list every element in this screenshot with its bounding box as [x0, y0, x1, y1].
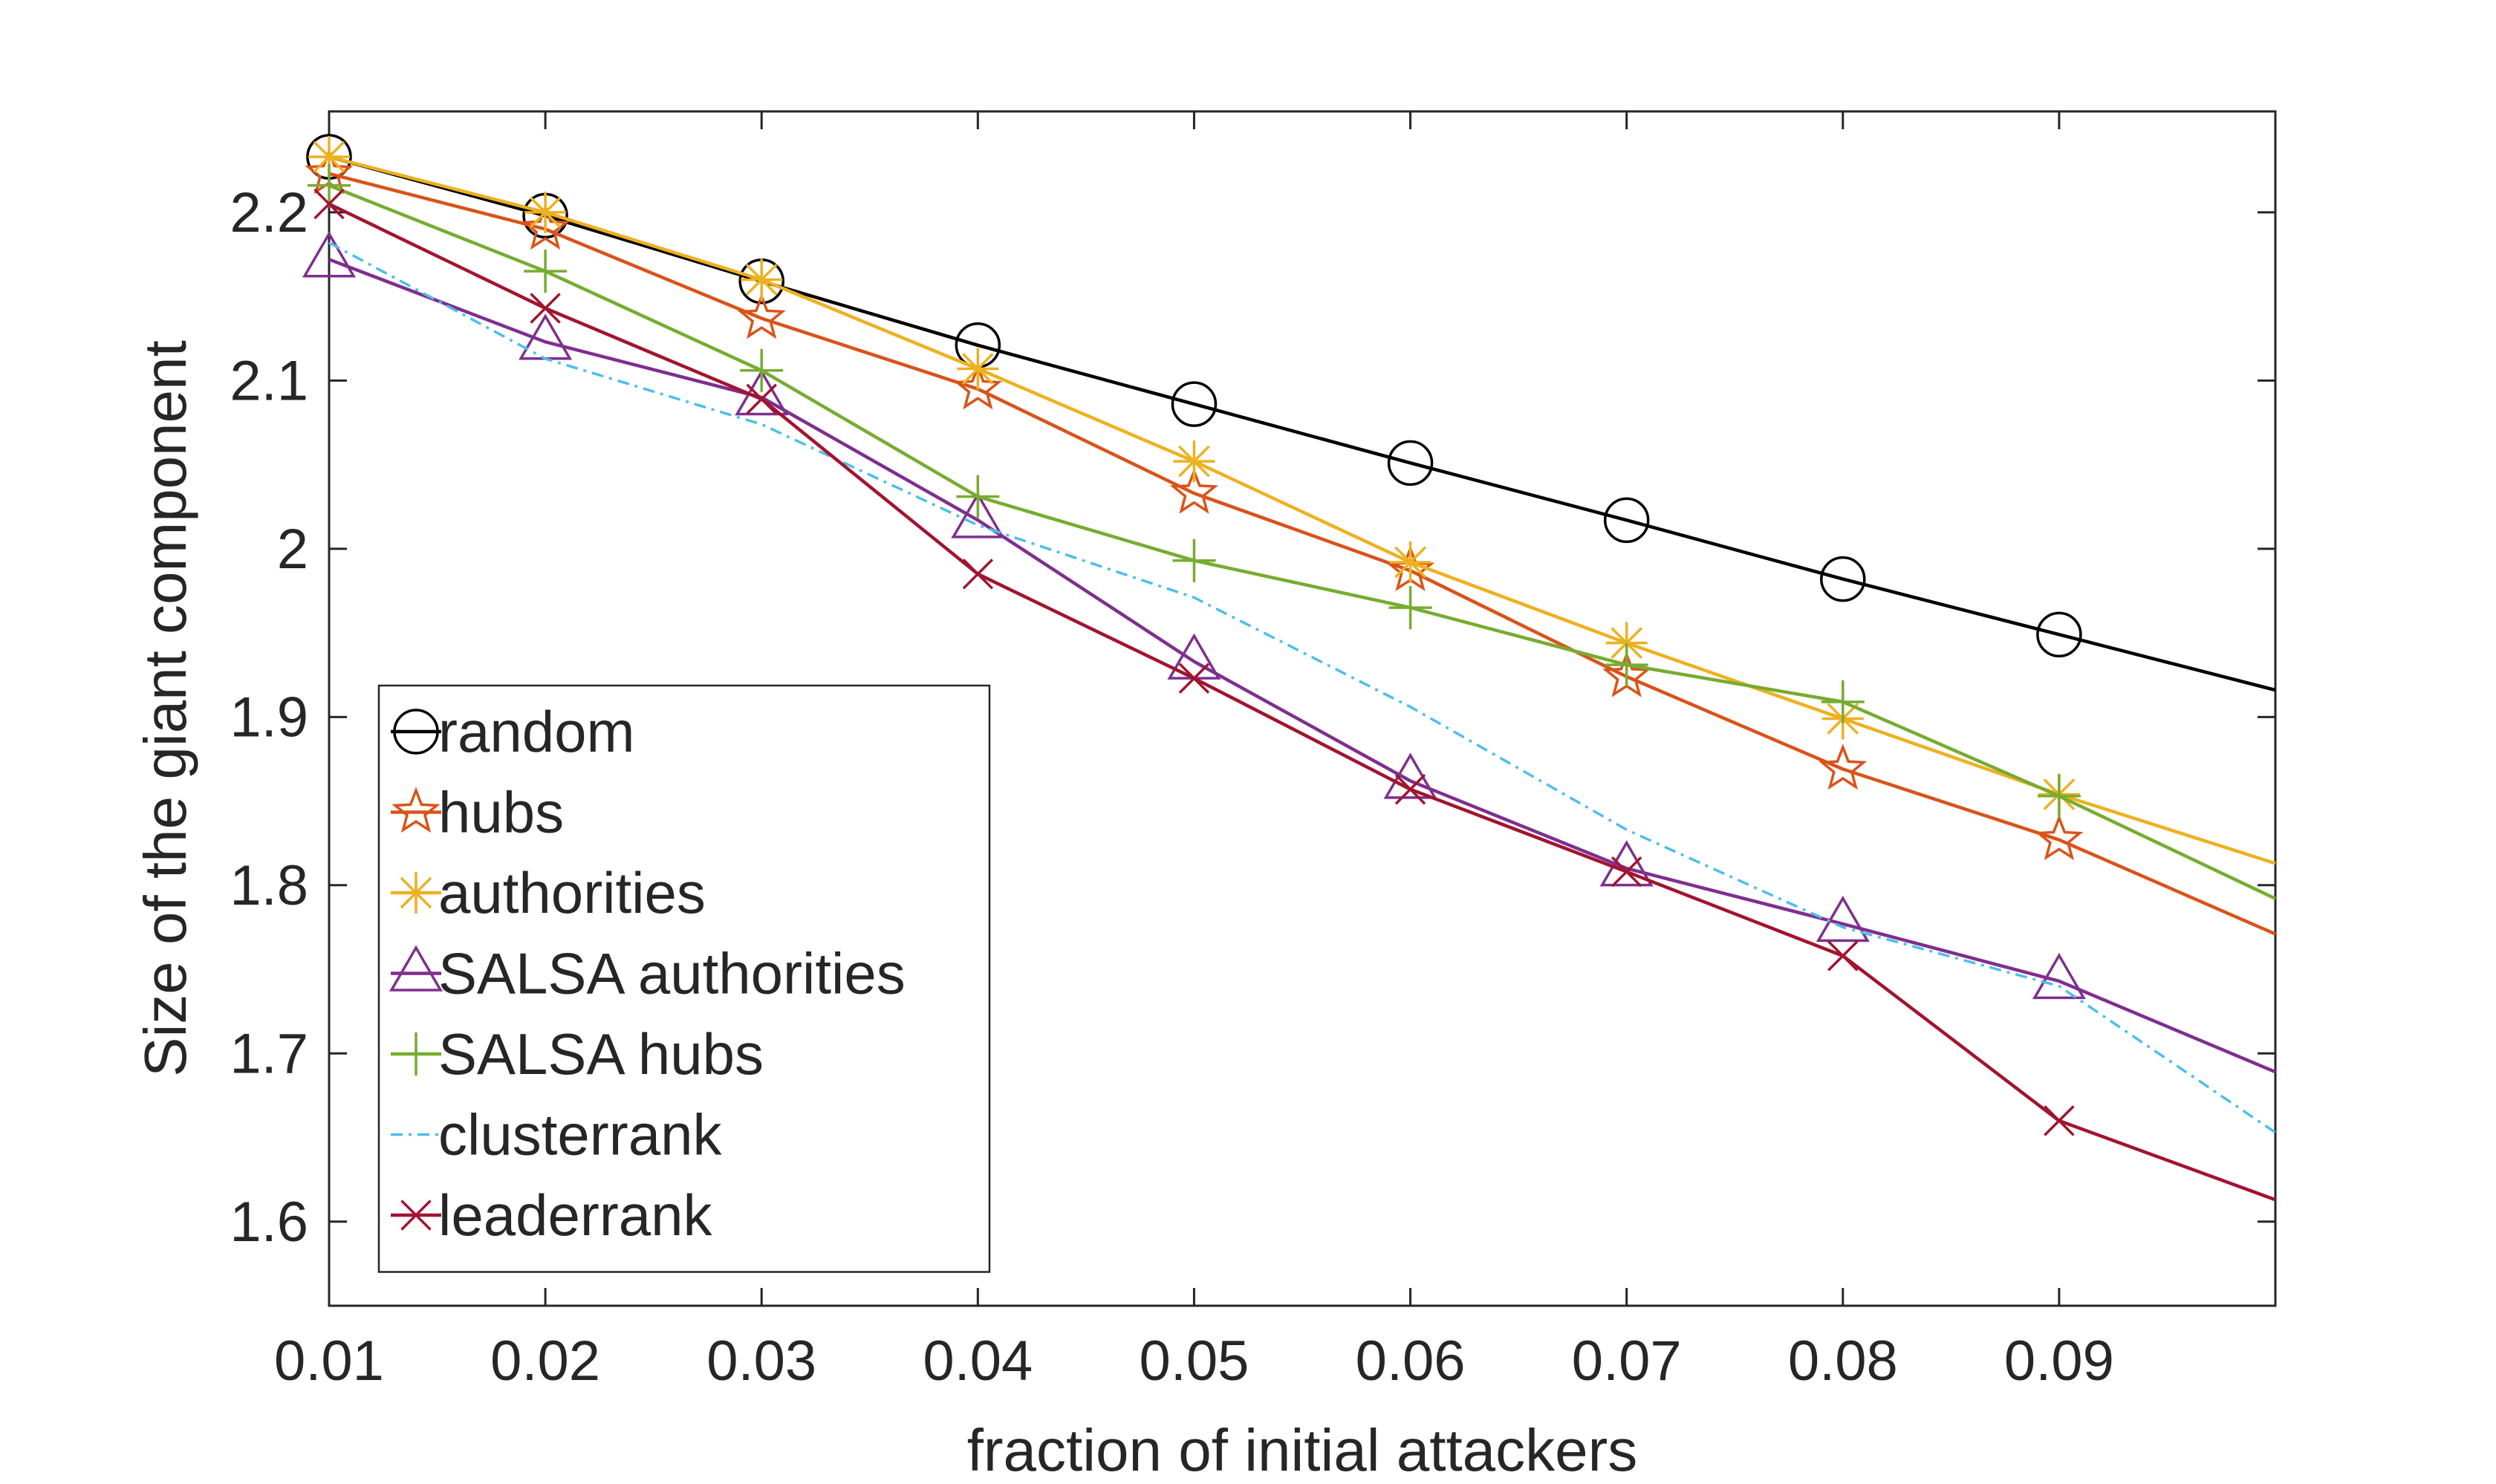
y-tick-label: 2.2: [230, 181, 308, 244]
series-line: [328, 183, 2276, 900]
series-leaderrank: [313, 188, 2276, 1202]
legend-item: authorities: [391, 860, 706, 925]
data-point: [530, 293, 561, 324]
data-point: [524, 191, 567, 233]
data-point: [302, 231, 357, 278]
data-point: [1387, 440, 1434, 486]
legend-item: random: [391, 699, 634, 764]
legend-marker: [395, 872, 437, 914]
y-tick-label: 1.7: [230, 1022, 308, 1085]
data-point: [956, 475, 1000, 518]
data-point: [2036, 611, 2082, 658]
data-point: [308, 163, 351, 207]
data-point: [1599, 840, 1654, 887]
legend-item: SALSA authorities: [389, 941, 906, 1006]
legend: random hubs authorities SALSA authorities SA…: [377, 684, 991, 1273]
axes: 0.01 0.02 0.03 0.04 0.05 0.06 0.07 0.08 0.09 1.6 1…: [230, 111, 2275, 1393]
series-salsa-hubs: [308, 163, 2276, 900]
series-clusterrank: [328, 241, 2276, 1134]
x-tick-label: 0.03: [706, 1330, 816, 1393]
x-tick-label: 0.07: [1572, 1330, 1682, 1393]
y-tick-label: 1.9: [230, 686, 308, 749]
data-point: [957, 348, 999, 390]
x-tick-label: 0.02: [490, 1330, 600, 1393]
data-point: [521, 204, 570, 250]
legend-marker: [389, 945, 443, 992]
legend-marker: [400, 1200, 432, 1231]
data-point: [1172, 538, 1216, 582]
x-tick-label: 0.04: [923, 1330, 1033, 1393]
data-point: [1611, 856, 1642, 888]
x-tick-label: 0.09: [2004, 1330, 2114, 1393]
x-tick-label: 0.05: [1139, 1330, 1249, 1393]
data-point: [746, 383, 777, 415]
x-tick-label: 0.01: [274, 1330, 384, 1393]
series-line: [328, 172, 2276, 936]
data-point: [1389, 541, 1431, 583]
data-point: [1178, 663, 1210, 694]
series-hubs: [305, 148, 2276, 936]
series-line: [328, 202, 2276, 1202]
data-point: [953, 363, 1002, 410]
data-point: [1388, 586, 1432, 630]
y-tick-label: 2: [277, 518, 308, 581]
data-point: [2035, 814, 2084, 861]
data-point: [524, 250, 568, 293]
x-tick-label: 0.08: [1788, 1330, 1898, 1393]
x-tick-label: 0.06: [1356, 1330, 1466, 1393]
data-point: [951, 492, 1005, 538]
x-axis-label: fraction of initial attackers: [967, 1417, 1638, 1483]
data-point: [1173, 440, 1215, 483]
data-point: [1816, 895, 1870, 943]
legend-label: clusterrank: [438, 1102, 722, 1168]
data-point: [737, 293, 786, 339]
legend-label: leaderrank: [438, 1182, 713, 1248]
series-line: [328, 154, 2276, 865]
y-tick-label: 1.6: [230, 1191, 308, 1254]
series-line: [328, 258, 2276, 1074]
legend-marker: [394, 1032, 438, 1075]
legend-label: SALSA authorities: [438, 941, 906, 1006]
data-point: [1820, 556, 1866, 602]
data-point: [313, 188, 345, 220]
data-point: [1171, 381, 1218, 427]
legend-label: SALSA hubs: [438, 1021, 764, 1087]
legend-label: authorities: [438, 860, 706, 925]
data-point: [1827, 940, 1859, 972]
legend-item: clusterrank: [391, 1102, 722, 1168]
data-point: [1819, 743, 1868, 790]
series-layer: [302, 134, 2276, 1202]
data-point: [2032, 952, 2086, 1000]
data-point: [962, 559, 994, 590]
data-point: [741, 258, 783, 301]
data-point: [1169, 467, 1219, 514]
data-point: [2037, 774, 2081, 818]
legend-item: hubs: [391, 780, 564, 845]
y-axis-label: Size of the giant component: [132, 340, 198, 1077]
y-tick-label: 2.1: [230, 349, 308, 412]
data-point: [1603, 497, 1650, 544]
legend-label: hubs: [438, 780, 564, 845]
series-line: [328, 241, 2276, 1134]
legend-marker: [391, 787, 441, 833]
legend-box: [377, 684, 991, 1273]
data-point: [1605, 643, 1648, 687]
legend-item: SALSA hubs: [391, 1021, 764, 1087]
data-point: [1821, 680, 1865, 723]
legend-marker: [393, 709, 439, 755]
legend-label: random: [438, 699, 634, 764]
series-line: [328, 154, 2276, 692]
data-point: [1394, 773, 1426, 805]
y-tick-label: 1.8: [230, 854, 308, 917]
data-point: [740, 348, 784, 392]
data-point: [1605, 622, 1648, 664]
legend-item: leaderrank: [391, 1182, 713, 1248]
data-point: [308, 136, 350, 178]
data-point: [2044, 1105, 2075, 1136]
